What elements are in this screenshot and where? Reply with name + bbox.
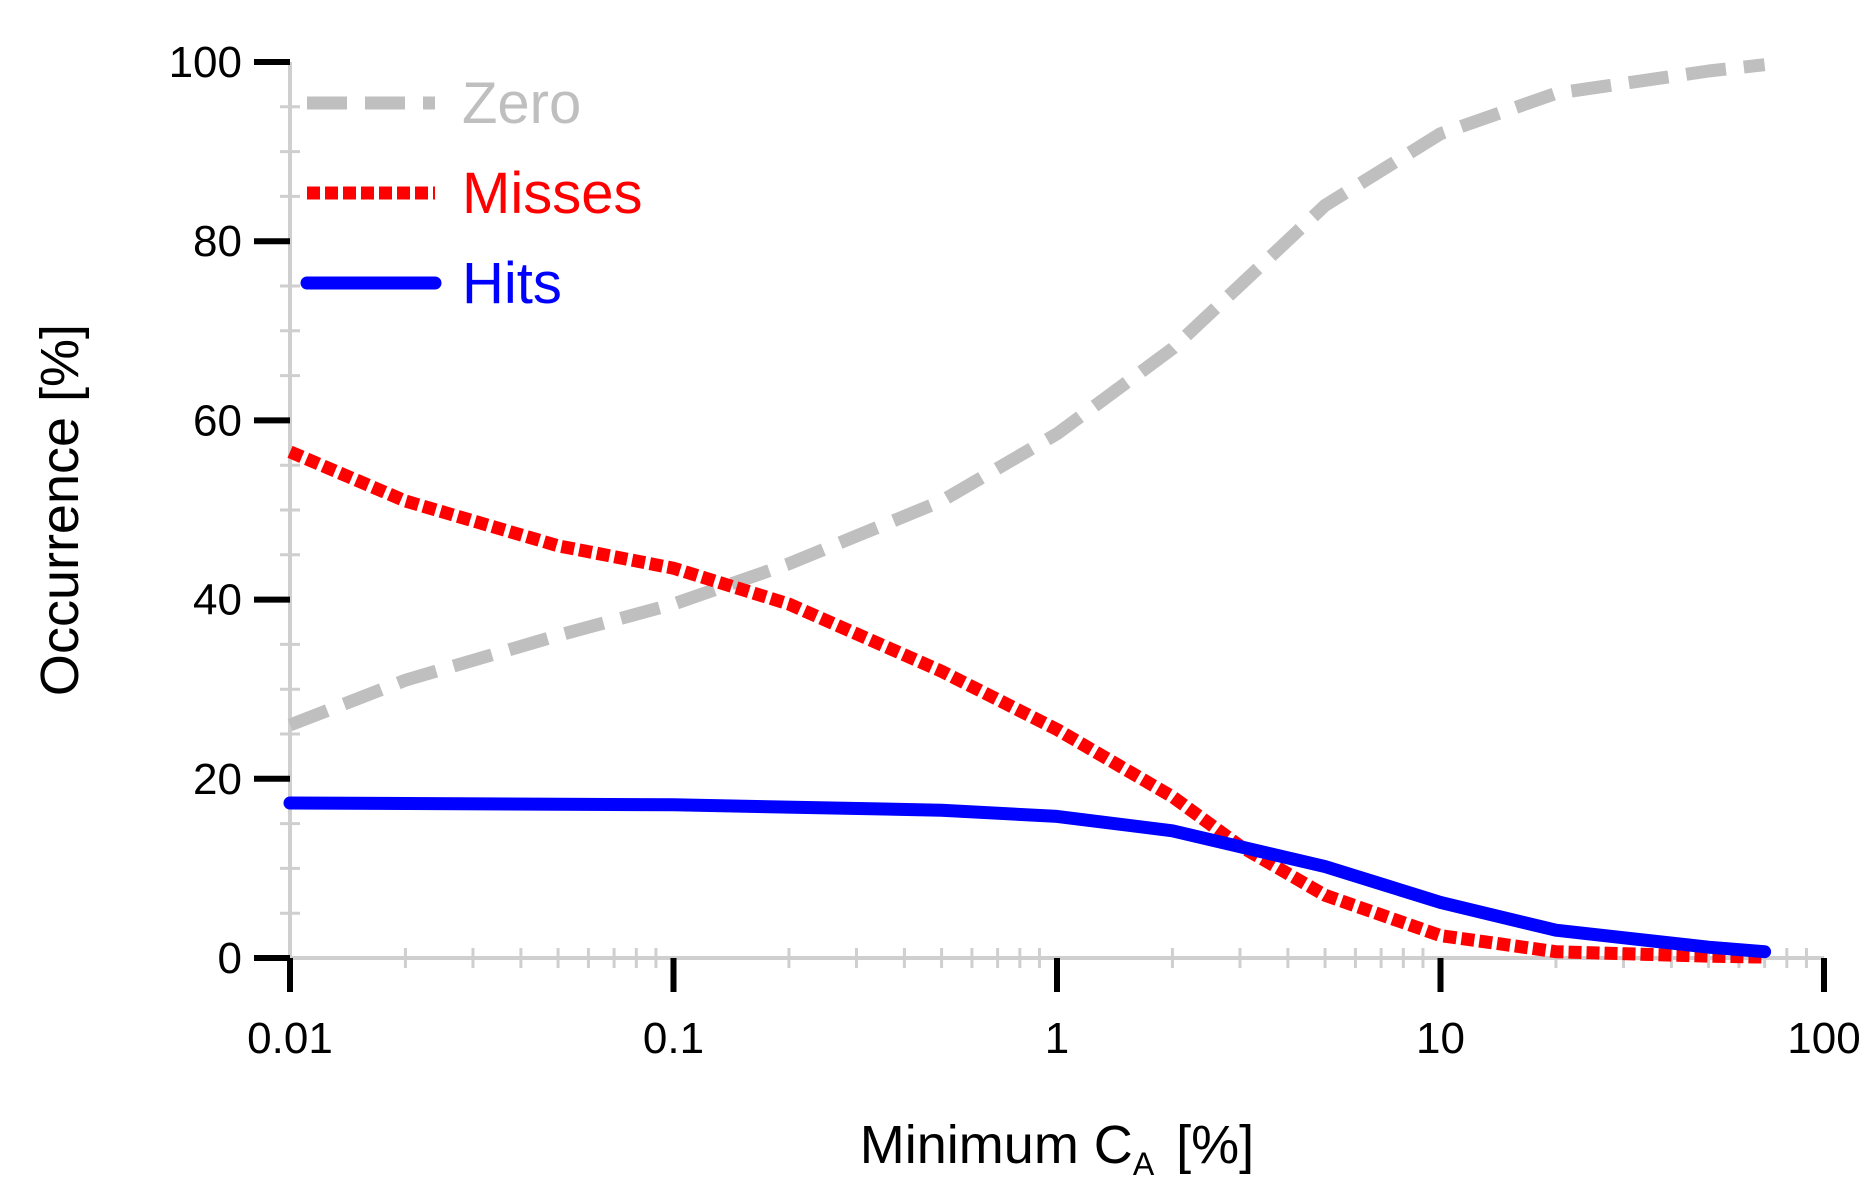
x-tick-label: 0.1 — [643, 1014, 704, 1063]
x-axis-title-main: Minimum C — [860, 1115, 1133, 1175]
y-tick-label: 0 — [218, 934, 242, 983]
x-axis-title-subscript: A — [1133, 1146, 1155, 1182]
x-axis-title-unit: [%] — [1176, 1115, 1254, 1175]
y-tick-label: 80 — [193, 217, 242, 266]
x-tick-label: 10 — [1416, 1014, 1465, 1063]
y-tick-label: 60 — [193, 396, 242, 445]
legend: Zero Misses Hits — [300, 71, 642, 316]
y-tick-label: 20 — [193, 755, 242, 804]
legend-label-misses: Misses — [462, 161, 642, 226]
legend-label-zero: Zero — [462, 71, 581, 136]
x-tick-label: 1 — [1045, 1014, 1069, 1063]
series-layer — [283, 58, 1772, 964]
tick-labels: 0 20 40 60 80 100 0.01 0.1 1 10 100 — [169, 38, 1861, 1063]
legend-label-hits: Hits — [462, 251, 562, 316]
x-tick-label: 0.01 — [247, 1014, 333, 1063]
x-axis-title: Minimum CA [%] — [860, 1115, 1254, 1182]
y-axis-title: Occurrence [%] — [30, 324, 90, 696]
x-tick-label: 100 — [1787, 1014, 1860, 1063]
series-line-hits — [283, 796, 1772, 959]
y-tick-label: 40 — [193, 576, 242, 625]
major-ticks — [254, 59, 1827, 992]
series-line-zero — [287, 58, 1766, 732]
series-line-misses — [287, 445, 1765, 964]
y-tick-label: 100 — [169, 38, 242, 87]
